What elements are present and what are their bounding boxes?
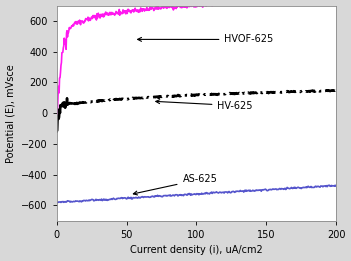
Text: AS-625: AS-625 xyxy=(133,174,217,195)
Text: HVOF-625: HVOF-625 xyxy=(138,34,274,44)
Y-axis label: Potential (E), mVsce: Potential (E), mVsce xyxy=(6,64,15,163)
X-axis label: Current density (i), uA/cm2: Current density (i), uA/cm2 xyxy=(130,245,263,256)
Text: HV-625: HV-625 xyxy=(156,100,253,111)
